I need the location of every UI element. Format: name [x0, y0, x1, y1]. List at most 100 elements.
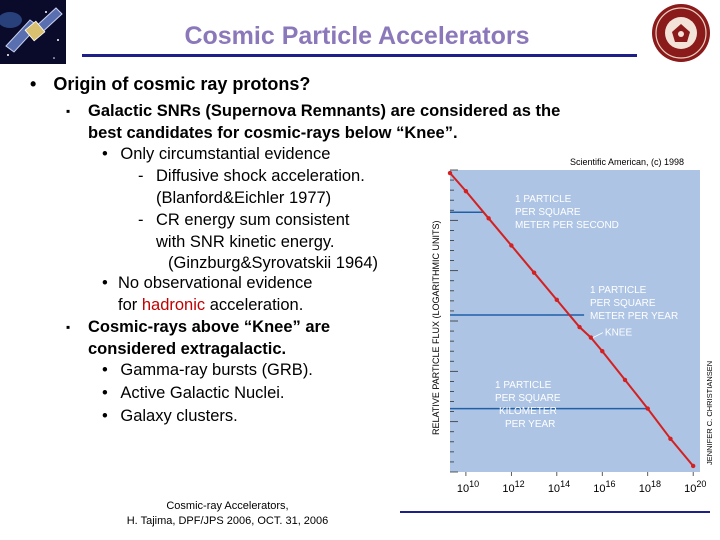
y-axis-ticks	[450, 169, 458, 473]
spectrum-point	[600, 349, 605, 354]
bullet-no-observational: • No observational evidence for hadronic…	[102, 273, 312, 316]
bullet-grb-text: Gamma-ray bursts (GRB).	[120, 361, 313, 379]
no-obs-for: for	[118, 295, 142, 314]
reference-level-label-line: PER SQUARE	[515, 207, 581, 218]
bullet-dot: •	[102, 407, 108, 425]
bullet-above-knee-line1: Cosmic-rays above “Knee” are	[88, 318, 331, 336]
bullet-diffusive: - Diffusive shock acceleration. (Blanfor…	[138, 166, 365, 209]
bullet-galactic-line1: Galactic SNRs (Supernova Remnants) are c…	[88, 102, 561, 120]
slide-footer: Cosmic-ray Accelerators, H. Tajima, DPF/…	[110, 499, 345, 529]
square-bullet: ▪	[66, 104, 71, 118]
spectrum-point	[463, 188, 469, 194]
knee-pointer	[592, 332, 604, 338]
x-tick-exponent: 16	[606, 479, 616, 489]
bullet-dot: •	[30, 74, 37, 94]
bullet-above-knee-line2: considered extragalactic.	[88, 340, 287, 358]
bullet-circumstantial-text: Only circumstantial evidence	[120, 145, 331, 163]
bullet-diffusive-line1: Diffusive shock acceleration.	[156, 167, 365, 185]
spectrum-points	[447, 170, 696, 469]
footer-line1: Cosmic-ray Accelerators,	[166, 500, 289, 512]
bullet-dot: •	[102, 274, 108, 292]
bullet-dot: •	[102, 145, 108, 163]
x-tick-label: 1010	[457, 479, 479, 495]
dash-bullet: -	[138, 211, 144, 229]
bullet-above-knee: ▪ Cosmic-rays above “Knee” are considere…	[66, 316, 330, 360]
bullet-origin: • Origin of cosmic ray protons?	[30, 74, 310, 95]
spectrum-point	[577, 324, 582, 330]
bullet-clusters-text: Galaxy clusters.	[120, 407, 238, 425]
x-tick-label: 1016	[593, 479, 615, 495]
reference-level-label-line: 1 PARTICLE	[590, 285, 647, 296]
hadronic-highlight: hadronic	[141, 295, 206, 314]
x-axis-tick-labels: 1010 1012 1014 1016 1018 1020	[457, 472, 706, 495]
x-tick-base: 10	[548, 483, 560, 495]
chart-illustrator-credit: JENNIFER C. CHRISTIANSEN	[705, 361, 714, 465]
spectrum-point	[447, 170, 453, 176]
no-obs-rest: acceleration.	[205, 295, 304, 314]
bullet-galactic-line2: best candidates for cosmic-rays below “K…	[88, 124, 458, 142]
bullet-dot: •	[102, 361, 108, 379]
bullet-cr-energy: - CR energy sum consistent with SNR kine…	[138, 210, 378, 275]
reference-level-label-line: PER SQUARE	[590, 298, 656, 309]
x-tick-label: 1014	[548, 479, 570, 495]
footer-line2: H. Tajima, DPF/JPS 2006, OCT. 31, 2006	[126, 515, 329, 527]
x-tick-exponent: 14	[560, 479, 570, 489]
bullet-cr-energy-line3: (Ginzburg&Syrovatskii 1964)	[168, 254, 379, 272]
reference-levels	[450, 211, 648, 410]
spectrum-point	[531, 270, 537, 275]
bullet-cr-energy-line1: CR energy sum consistent	[156, 211, 350, 229]
satellite-logo-image	[0, 0, 66, 64]
bullet-cr-energy-line2: with SNR kinetic energy.	[156, 232, 335, 251]
reference-level-label-line: 1 PARTICLE	[515, 194, 572, 205]
reference-level-label-line: METER PER SECOND	[515, 220, 619, 231]
bullet-circumstantial: • Only circumstantial evidence	[102, 144, 330, 166]
bullet-no-obs-line2: for hadronic acceleration.	[118, 295, 312, 317]
reference-level-label-line: METER PER YEAR	[590, 311, 678, 322]
bullet-dot: •	[102, 384, 108, 402]
bullet-grb: • Gamma-ray bursts (GRB).	[102, 360, 313, 382]
x-tick-exponent: 20	[696, 479, 706, 489]
knee-annotation: KNEE	[605, 328, 633, 339]
spectrum-point	[554, 297, 560, 303]
dash-bullet: -	[138, 167, 144, 185]
square-bullet: ▪	[66, 320, 71, 334]
spectrum-point	[622, 377, 628, 383]
spectrum-point	[486, 216, 491, 221]
x-tick-exponent: 10	[469, 479, 479, 489]
spectrum-point	[645, 406, 650, 411]
title-underline	[82, 54, 637, 57]
bullet-no-obs-line1: No observational evidence	[118, 274, 313, 292]
reference-level-label-line: PER YEAR	[505, 419, 555, 430]
x-tick-base: 10	[502, 483, 514, 495]
x-tick-base: 10	[639, 483, 651, 495]
chart-source-credit: Scientific American, (c) 1998	[570, 157, 684, 167]
reference-level-label-line: KILOMETER	[499, 406, 557, 417]
spectrum-point	[668, 436, 673, 441]
x-tick-base: 10	[684, 483, 696, 495]
university-seal-image	[652, 4, 710, 62]
bullet-agn-text: Active Galactic Nuclei.	[120, 384, 285, 402]
x-tick-base: 10	[593, 483, 605, 495]
cosmic-ray-spectrum-chart: Scientific American, (c) 1998 RELATIVE P…	[431, 157, 714, 495]
bullet-origin-text: Origin of cosmic ray protons?	[53, 74, 311, 94]
reference-level-label: 1 PARTICLE PER SQUARE KILOMETER PER YEAR	[495, 380, 561, 430]
bullet-clusters: • Galaxy clusters.	[102, 406, 238, 428]
x-tick-label: 1020	[684, 479, 706, 495]
bullet-diffusive-line2: (Blanford&Eichler 1977)	[156, 188, 332, 207]
chart-y-axis-label: RELATIVE PARTICLE FLUX (LOGARITHMIC UNIT…	[431, 220, 441, 435]
spectrum-point	[509, 243, 514, 248]
spectrum-point	[690, 463, 696, 469]
bullet-galactic-snr: ▪ Galactic SNRs (Supernova Remnants) are…	[66, 100, 560, 144]
reference-level-label: 1 PARTICLE PER SQUARE METER PER SECOND	[515, 194, 619, 231]
spectrum-point	[588, 335, 594, 340]
x-tick-exponent: 12	[515, 479, 525, 489]
reference-level-label-line: 1 PARTICLE	[495, 380, 552, 391]
reference-level-label: 1 PARTICLE PER SQUARE METER PER YEAR	[590, 285, 678, 322]
bullet-agn: • Active Galactic Nuclei.	[102, 383, 285, 405]
x-tick-label: 1012	[502, 479, 524, 495]
x-tick-exponent: 18	[651, 479, 661, 489]
reference-level-label-line: PER SQUARE	[495, 393, 561, 404]
x-tick-base: 10	[457, 483, 469, 495]
footer-underline	[400, 511, 710, 513]
